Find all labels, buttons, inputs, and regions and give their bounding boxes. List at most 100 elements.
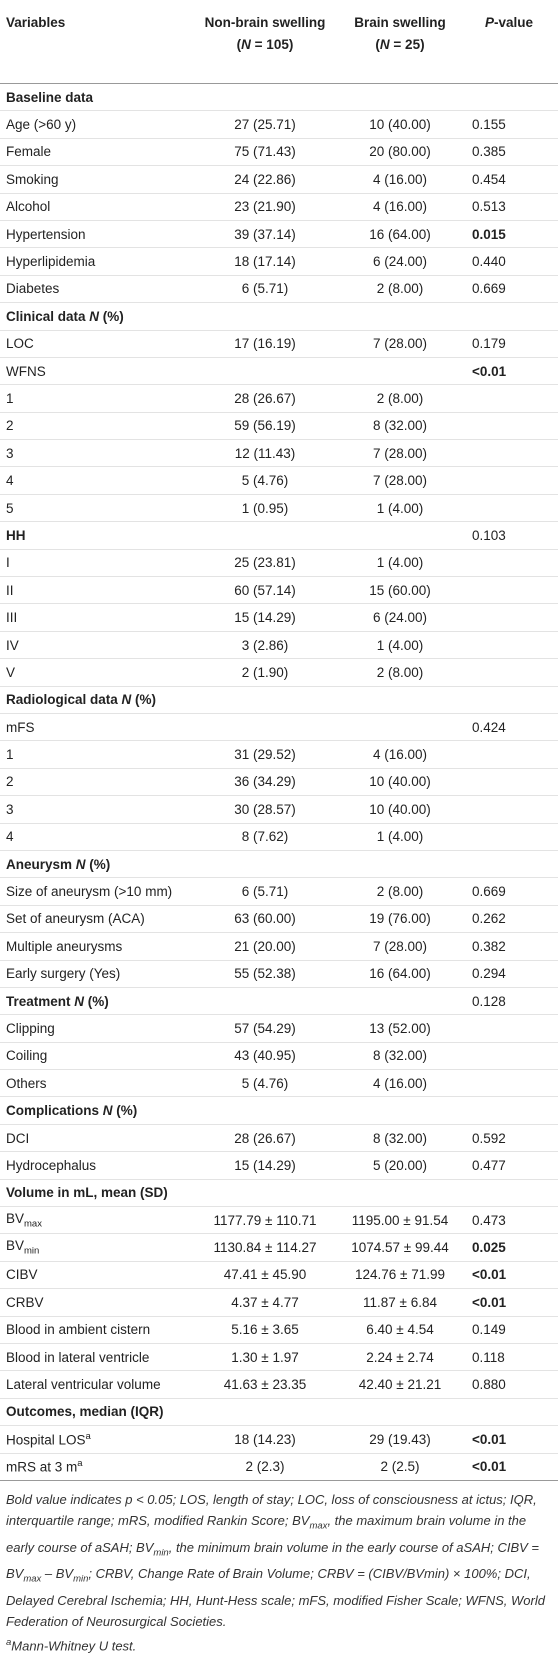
cell-text: 4.37 ± 4.77 (231, 1294, 299, 1310)
cell: Treatment N (%) (0, 987, 190, 1016)
cell: 6 (24.00) (340, 247, 460, 276)
cell: 24 (22.86) (190, 165, 340, 194)
cell-text: 17 (16.19) (234, 336, 296, 352)
cell: Volume in mL, mean (SD) (0, 1179, 190, 1208)
cell-text: 25 (23.81) (234, 555, 296, 571)
data-row: CIBV 47.41 ± 45.90 124.76 ± 71.99 <0.01 (0, 1261, 558, 1290)
data-row: 2 59 (56.19) 8 (32.00) (0, 412, 558, 441)
cell (460, 494, 558, 523)
cell: 3 (2.86) (190, 631, 340, 660)
text-part: Hospital LOS (6, 1432, 86, 1448)
cell-text: 8 (32.00) (372, 1130, 428, 1146)
cell: Set of aneurysm (ACA) (0, 905, 190, 934)
footnote: Bold value indicates p < 0.05; LOS, leng… (6, 1489, 552, 1632)
text-part: Complications (6, 1103, 103, 1119)
cell: Hospital LOSa (0, 1425, 190, 1454)
header-line: Brain swelling (341, 12, 459, 34)
cell: 0.440 (460, 247, 558, 276)
cell: 63 (60.00) (190, 905, 340, 934)
text-part: N (121, 692, 132, 708)
data-row: Age (>60 y) 27 (25.71) 10 (40.00) 0.155 (0, 110, 558, 139)
text-part: (%) (112, 1103, 138, 1119)
cell: 8 (7.62) (190, 823, 340, 851)
text-part: (%) (99, 308, 124, 324)
cell: Blood in lateral ventricle (0, 1343, 190, 1372)
cell-text: 12 (11.43) (234, 445, 296, 461)
data-row: Multiple aneurysms 21 (20.00) 7 (28.00) 0.3… (0, 932, 558, 961)
header-line: (N = 25) (341, 34, 459, 56)
cell: 10 (40.00) (340, 795, 460, 824)
text-part: a (85, 1431, 91, 1443)
cell: Hyperlipidemia (0, 247, 190, 276)
text-part: max (24, 1218, 42, 1230)
cell-text: CIBV (6, 1267, 38, 1283)
cell-text: Outcomes, median (IQR) (6, 1404, 164, 1420)
text-part: mRS at 3 m (6, 1459, 78, 1475)
data-row: III 15 (14.29) 6 (24.00) (0, 603, 558, 632)
data-row: 3 30 (28.57) 10 (40.00) (0, 795, 558, 824)
data-row: DCI 28 (26.67) 8 (32.00) 0.592 (0, 1124, 558, 1153)
text-part: -value (493, 15, 534, 30)
cell-text: 2 (8.00) (376, 664, 424, 680)
cell: 5.16 ± 3.65 (190, 1316, 340, 1344)
cell (460, 1398, 558, 1427)
cell: 18 (17.14) (190, 247, 340, 276)
cell: Age (>60 y) (0, 110, 190, 139)
cell-text: 29 (19.43) (369, 1431, 431, 1447)
data-row: mFS 0.424 (0, 713, 558, 742)
text-part: P (484, 15, 494, 30)
cell: mFS (0, 713, 190, 742)
text-part: ( (375, 37, 380, 52)
table-body: Baseline data Age (>60 y) 27 (25.71) 10 (40… (0, 83, 558, 1481)
cell: 0.025 (460, 1233, 558, 1262)
text-part: Brain swelling (354, 15, 446, 30)
cell-text: 5.16 ± 3.65 (231, 1322, 299, 1338)
cell-text: 4 (16.00) (372, 1075, 428, 1091)
cell: 1 (4.00) (340, 494, 460, 523)
data-row: Set of aneurysm (ACA) 63 (60.00) 19 (76.00… (0, 905, 558, 934)
cell: 8 (32.00) (340, 412, 460, 441)
text-part: N (74, 993, 85, 1009)
cell-text: 16 (64.00) (369, 966, 431, 982)
cell (340, 302, 460, 331)
cell-text: Early surgery (Yes) (6, 966, 121, 982)
cell: 41.63 ± 23.35 (190, 1370, 340, 1399)
cell-text: III (6, 610, 18, 626)
cell (460, 658, 558, 687)
cell: 20 (80.00) (340, 138, 460, 167)
cell-text: CRBV (6, 1294, 44, 1310)
cell (340, 83, 460, 112)
cell-text: 42.40 ± 21.21 (358, 1377, 442, 1393)
cell-text: 16 (64.00) (369, 226, 431, 242)
cell-text: 0.440 (472, 254, 506, 270)
cell: Hypertension (0, 220, 190, 249)
cell: 25 (23.81) (190, 549, 340, 578)
cell: Size of aneurysm (>10 mm) (0, 877, 190, 906)
cell (190, 1096, 340, 1125)
cell (460, 686, 558, 714)
cell: <0.01 (460, 357, 558, 386)
cell: mRS at 3 ma (0, 1453, 190, 1481)
cell: 2 (8.00) (340, 275, 460, 304)
cell-text: DCI (6, 1130, 30, 1146)
cell: 6.40 ± 4.54 (340, 1316, 460, 1344)
cell (460, 1042, 558, 1071)
cell: 2 (2.5) (340, 1453, 460, 1481)
cell-text: 28 (26.67) (234, 1130, 296, 1146)
cell: <0.01 (460, 1453, 558, 1481)
cell-text: Female (6, 144, 52, 160)
cell-text: 0.880 (472, 1377, 506, 1393)
cell-text: 75 (71.43) (234, 144, 296, 160)
cell: I (0, 549, 190, 578)
cell: 0.179 (460, 330, 558, 358)
text-part: Bold value indicates p < 0.05; LOS, leng… (6, 1491, 537, 1528)
cell-text: 15 (14.29) (234, 1157, 296, 1173)
cell (460, 768, 558, 797)
data-row: 3 12 (11.43) 7 (28.00) (0, 439, 558, 468)
text-part: Treatment (6, 993, 75, 1009)
cell-text: 5 (6, 500, 14, 516)
cell: 0.477 (460, 1151, 558, 1180)
cell: 47.41 ± 45.90 (190, 1261, 340, 1290)
cell: Others (0, 1069, 190, 1098)
cell-text: 28 (26.67) (234, 390, 296, 406)
